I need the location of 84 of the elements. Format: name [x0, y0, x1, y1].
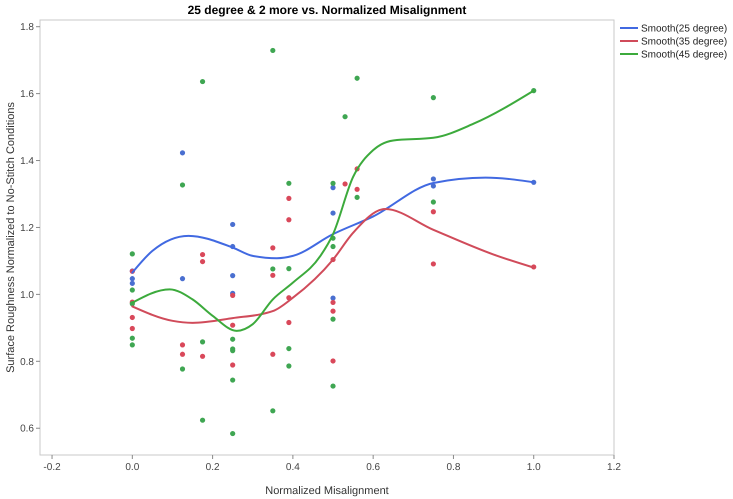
- point: [330, 383, 336, 389]
- point: [286, 196, 292, 201]
- y-tick-label: 1.4: [20, 156, 34, 168]
- point: [342, 114, 348, 120]
- point: [180, 182, 186, 188]
- point: [430, 199, 436, 205]
- y-tick-label: 1.0: [20, 290, 34, 301]
- point: [130, 326, 135, 332]
- point: [200, 354, 206, 359]
- point: [270, 408, 276, 414]
- x-tick-label: 0.6: [366, 462, 381, 473]
- point: [330, 185, 336, 190]
- point: [270, 352, 276, 357]
- y-tick-label: 1.2: [20, 222, 34, 234]
- point: [180, 366, 186, 372]
- point: [270, 272, 276, 278]
- point: [130, 251, 135, 256]
- point: [270, 48, 276, 54]
- x-axis-title: Normalized Misalignment: [265, 485, 389, 497]
- point: [230, 222, 236, 228]
- line-series: [131, 176, 535, 274]
- point: [230, 322, 236, 328]
- x-tick-label: 0.0: [125, 462, 140, 473]
- point: [430, 176, 436, 182]
- point: [200, 78, 206, 84]
- x-tick-label: -0.2: [43, 462, 62, 473]
- line-series: [131, 90, 535, 332]
- point: [270, 245, 276, 250]
- point: [130, 336, 135, 341]
- point: [330, 316, 336, 322]
- point: [330, 210, 336, 216]
- point: [286, 217, 292, 222]
- point: [230, 336, 236, 342]
- point: [180, 150, 186, 156]
- y-tick-label: 0.6: [20, 424, 34, 435]
- x-tick-label: 0.8: [446, 462, 461, 473]
- point: [130, 314, 135, 320]
- point: [286, 346, 292, 352]
- point: [330, 244, 336, 250]
- point: [330, 358, 336, 364]
- point: [200, 418, 206, 423]
- point: [270, 266, 276, 272]
- point: [430, 261, 436, 267]
- x-tick-label: 0.4: [286, 462, 300, 473]
- point: [230, 273, 236, 278]
- x-tick-label: 1.0: [526, 462, 542, 473]
- point: [200, 252, 206, 258]
- point: [180, 352, 186, 357]
- point: [354, 194, 360, 200]
- x-tick-label: 1.2: [607, 462, 622, 473]
- x-tick-label: 0.2: [206, 462, 220, 473]
- y-axis-title: Surface Roughness Normalized to No-Stitch Conditions: [5, 102, 17, 373]
- point: [200, 339, 206, 344]
- point: [180, 276, 186, 282]
- point: [230, 362, 236, 368]
- point: [286, 266, 292, 272]
- chart-title: 25 degree & 2 more vs. Normalized Misalignment: [188, 3, 466, 17]
- point: [286, 180, 292, 186]
- y-tick-label: 1.8: [20, 22, 34, 34]
- point: [130, 276, 135, 282]
- point: [330, 295, 336, 301]
- point: [430, 95, 436, 100]
- point: [354, 186, 360, 192]
- legend-label: Smooth(25 degree): [641, 24, 728, 34]
- point: [354, 76, 360, 81]
- point: [130, 342, 135, 348]
- point: [286, 320, 292, 326]
- point: [200, 258, 206, 264]
- point: [180, 342, 186, 348]
- point: [330, 300, 336, 306]
- line-series: [131, 208, 535, 324]
- y-tick-label: 0.8: [20, 356, 34, 368]
- point: [130, 280, 135, 286]
- y-tick-label: 1.6: [20, 89, 34, 100]
- point: [230, 430, 236, 436]
- legend-label: Smooth(45 degree): [641, 50, 728, 60]
- point: [330, 308, 336, 314]
- point: [330, 180, 336, 186]
- point: [230, 377, 236, 383]
- point: [130, 287, 135, 293]
- point: [286, 363, 292, 369]
- legend-label: Smooth(35 degree): [641, 36, 728, 48]
- point: [430, 209, 436, 214]
- point: [342, 181, 348, 187]
